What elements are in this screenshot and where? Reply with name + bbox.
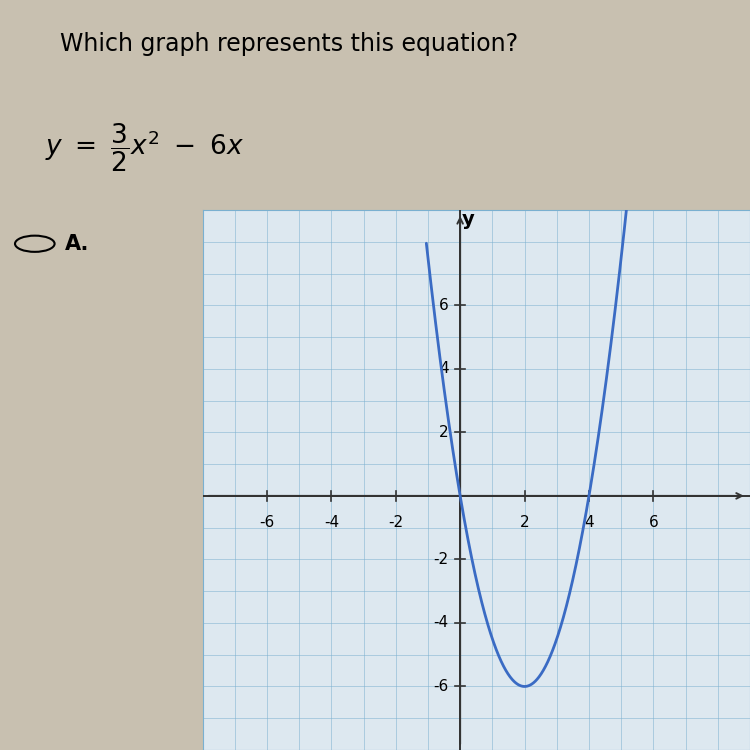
Text: -4: -4 (324, 515, 339, 530)
Text: -6: -6 (260, 515, 274, 530)
Text: 2: 2 (440, 424, 448, 439)
Text: 6: 6 (440, 298, 448, 313)
Text: -2: -2 (388, 515, 404, 530)
Text: -6: -6 (433, 679, 448, 694)
Text: $y \ = \ \dfrac{3}{2}x^2 \ - \ 6x$: $y \ = \ \dfrac{3}{2}x^2 \ - \ 6x$ (45, 122, 244, 174)
Text: y: y (462, 210, 475, 229)
Text: 4: 4 (584, 515, 594, 530)
Text: 6: 6 (649, 515, 658, 530)
Text: Which graph represents this equation?: Which graph represents this equation? (60, 32, 518, 56)
Text: -4: -4 (433, 616, 448, 631)
Text: 4: 4 (440, 362, 448, 376)
Text: A.: A. (64, 234, 88, 254)
Text: -2: -2 (433, 552, 448, 567)
Text: 2: 2 (520, 515, 530, 530)
